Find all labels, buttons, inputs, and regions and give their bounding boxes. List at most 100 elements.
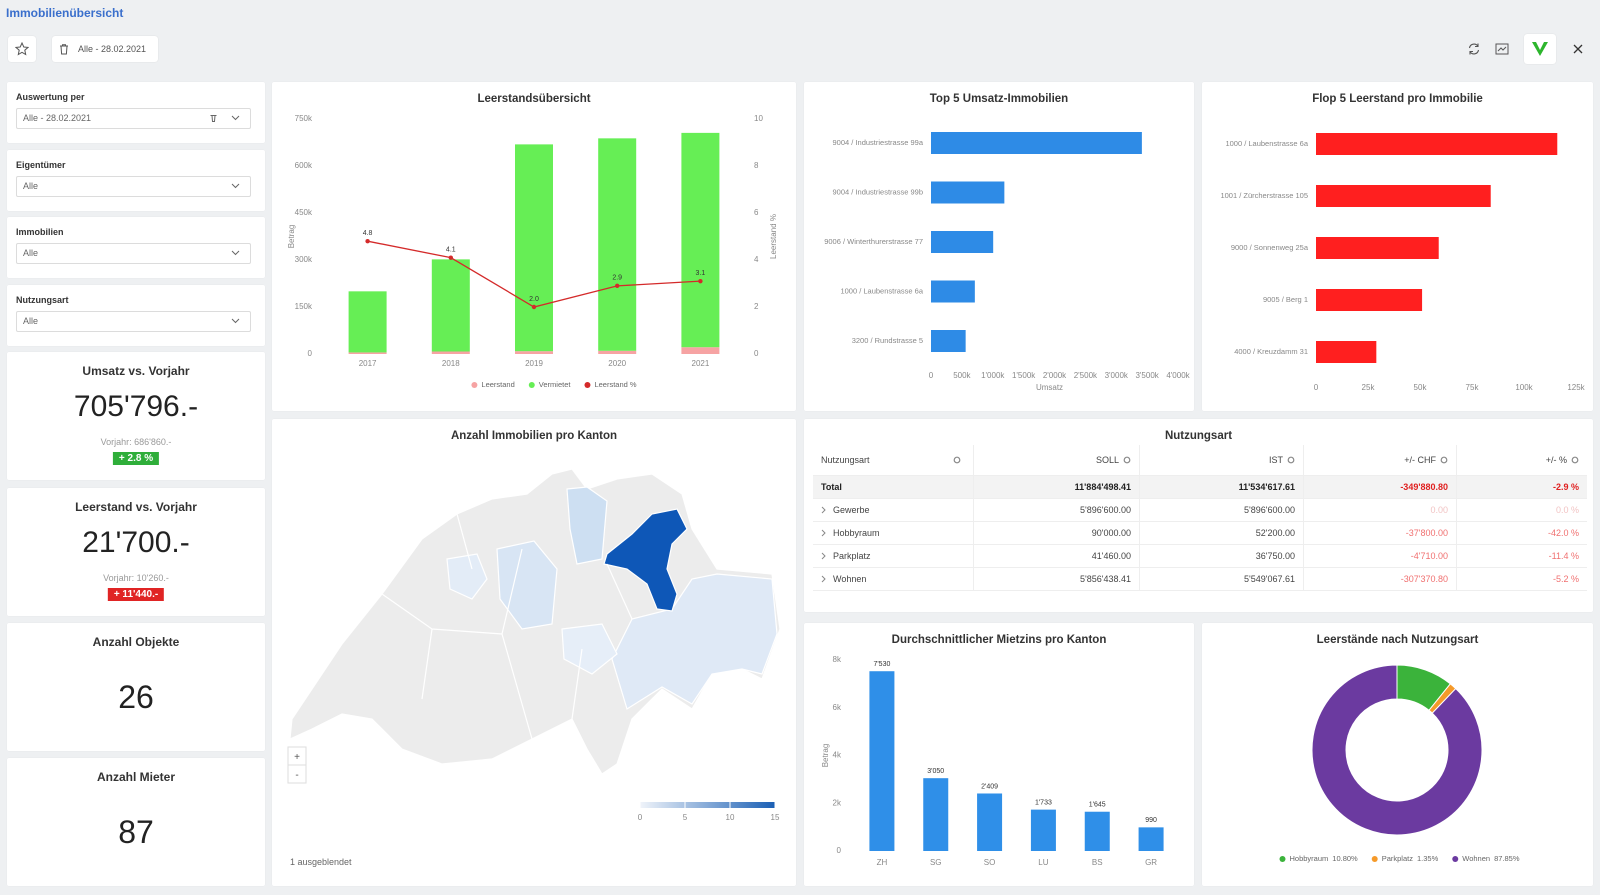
filter-dropdown[interactable]: Alle - 28.02.2021 (16, 108, 251, 129)
zoom-out-label[interactable]: - (295, 770, 298, 781)
filter-dropdown[interactable]: Alle (16, 311, 251, 332)
cell-text: Total (821, 482, 842, 492)
favorite-button[interactable] (8, 36, 36, 62)
filter-value: Alle - 28.02.2021 (23, 113, 92, 123)
settings-icon (1440, 456, 1448, 464)
column-header-text: +/- % (1545, 455, 1567, 465)
refresh-button[interactable] (1462, 36, 1486, 62)
x-tick-label: 1'000k (981, 371, 1005, 380)
y-tick-label: 6 (754, 208, 759, 217)
kpi-title: Anzahl Objekte (92, 635, 180, 649)
table-cell: 11'884'498.41 (973, 475, 1140, 499)
x-tick-label: LU (1038, 858, 1048, 867)
settings-icon (1123, 456, 1131, 464)
settings-shape (1123, 456, 1131, 464)
filter-label: Eigentümer (16, 160, 66, 170)
table-row[interactable]: Wohnen 5'856'438.41 5'549'067.61 -307'370.8… (813, 567, 1587, 591)
kpi-value: 26 (118, 679, 154, 715)
chevron-shape (231, 115, 240, 121)
logo-button[interactable] (1524, 34, 1556, 64)
star-icon (15, 42, 29, 56)
kpi-card: Leerstand vs. Vorjahr 21'700.- Vorjahr: 10… (7, 488, 265, 616)
column-header-text: SOLL (1095, 455, 1119, 465)
column-header[interactable]: IST (1139, 445, 1304, 476)
settings-shape (953, 456, 961, 464)
zoom-in-label[interactable]: + (294, 752, 300, 763)
filter-label: Immobilien (16, 227, 64, 237)
canton-region[interactable] (446, 553, 488, 600)
table-cell: 52'200.00 (1139, 521, 1304, 545)
kpi-badge: + 11'440.- (107, 588, 165, 601)
table-row[interactable]: Parkplatz 41'460.00 36'750.00 -4'710.00 -11.… (813, 544, 1587, 568)
table-row[interactable]: Gewerbe 5'896'600.00 5'896'600.00 0.00 0.0 % (813, 498, 1587, 522)
x-tick-label: 0 (929, 371, 934, 380)
cell-text: Hobbyraum (833, 528, 880, 538)
table-body: Total 11'884'498.41 11'534'617.61 -349'880.… (813, 475, 1587, 591)
zoom-out-button[interactable] (287, 764, 307, 784)
table-cell: 5'856'438.41 (973, 567, 1140, 591)
table-cell: Total (813, 475, 974, 499)
date-chip[interactable]: Alle - 28.02.2021 (52, 36, 158, 62)
filter-dropdown[interactable]: Alle (16, 176, 251, 197)
scale-tick-label: 0 (638, 813, 643, 822)
canton-highlight[interactable] (603, 508, 688, 612)
kpi-value: 21'700.- (82, 526, 190, 559)
table-head: Nutzungsart SOLL IST +/- CHF +/- % (813, 445, 1587, 476)
x-tick-label: 2019 (525, 359, 543, 368)
data-label: 3'050 (927, 768, 944, 775)
bar (598, 138, 637, 351)
table-cell: 90'000.00 (973, 521, 1140, 545)
data-label: 4.1 (446, 246, 456, 253)
chevron-icon (231, 115, 240, 121)
cell-text: 52'200.00 (1255, 528, 1295, 538)
logo-icon (1532, 42, 1548, 56)
data-label: 2.0 (529, 296, 539, 303)
table-row[interactable]: Hobbyraum 90'000.00 52'200.00 -37'800.00 -42… (813, 521, 1587, 545)
column-header[interactable]: +/- CHF (1303, 445, 1457, 476)
table-cell: 0.00 (1303, 498, 1457, 522)
filter-dropdown[interactable]: Alle (16, 243, 251, 264)
bar (931, 132, 1142, 154)
y-tick-label: 9000 / Sonnenweg 25a (1231, 243, 1309, 252)
cell-text: -5.2 % (1552, 574, 1579, 584)
filter-card: Nutzungsart Alle (7, 285, 265, 346)
axis-title: Leerstand % (769, 214, 778, 259)
chart-panel: Top 5 Umsatz-Immobilien 0 500k 1'000k 1'500k… (804, 82, 1194, 411)
bar (931, 280, 975, 303)
column-header[interactable]: SOLL (973, 445, 1140, 476)
bar (869, 671, 895, 851)
legend-marker (1452, 856, 1459, 862)
filter-label: Auswertung per (16, 92, 85, 102)
x-tick-label: GR (1145, 858, 1157, 867)
table-cell: 41'460.00 (973, 544, 1140, 568)
close-button[interactable] (1566, 36, 1590, 62)
export-button[interactable] (1490, 36, 1514, 62)
date-chip-text: Alle - 28.02.2021 (78, 44, 147, 54)
legend-label: Vermietet (539, 380, 572, 389)
canton-region[interactable] (611, 573, 778, 710)
expand-shape (821, 506, 826, 514)
x-tick-label: 75k (1466, 383, 1480, 392)
filter-value: Alle (23, 248, 39, 258)
cell-text: 36'750.00 (1255, 551, 1295, 561)
y-tick-label: 2k (833, 798, 842, 807)
y-tick-label: 600k (295, 161, 313, 170)
cell-text: 5'896'600.00 (1080, 505, 1131, 515)
x-tick-label: 125k (1567, 383, 1585, 392)
chart: 0 150k 300k 450k 600k 750k 0 2 4 6 8 10 Betrag Leerst… (287, 114, 778, 389)
cell-text: Gewerbe (833, 505, 870, 515)
canton-region[interactable] (496, 540, 558, 630)
canton-region[interactable] (561, 623, 618, 675)
y-tick-label: 8 (754, 161, 759, 170)
y-tick-label: 1000 / Laubenstrasse 6a (840, 286, 923, 295)
refresh-icon (1468, 43, 1480, 55)
bar (515, 351, 553, 354)
bar (1030, 809, 1056, 851)
column-header[interactable]: +/- % (1456, 445, 1587, 476)
settings-shape (1571, 456, 1579, 464)
column-header[interactable]: Nutzungsart (813, 445, 974, 476)
canton-region[interactable] (566, 486, 608, 565)
x-tick-label: 100k (1515, 383, 1533, 392)
cell-text: -37'800.00 (1405, 528, 1448, 538)
y-tick-label: 9006 / Winterthurerstrasse 77 (824, 237, 923, 246)
